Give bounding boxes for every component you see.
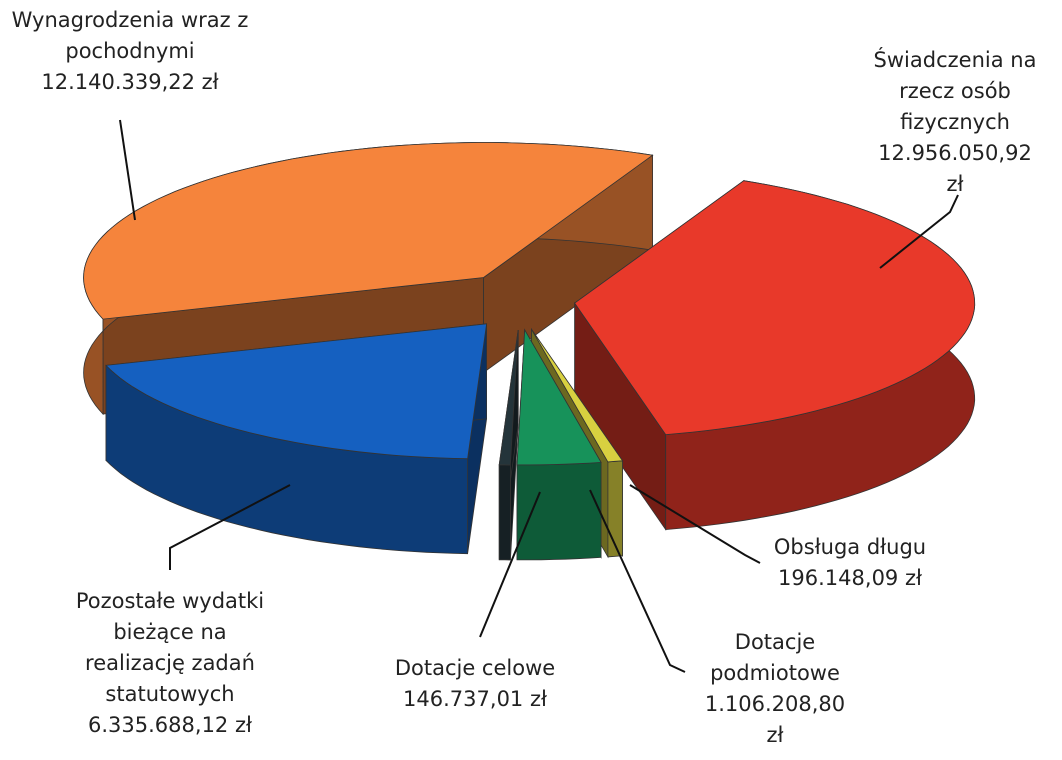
slice-name: Obsługa długu <box>773 535 927 559</box>
slice-top <box>574 180 976 436</box>
slice-value-label: 12.140.339,22 zł <box>41 70 219 94</box>
slice-name: Wynagrodzenia wraz z pochodnymi <box>11 8 249 63</box>
leader-line <box>169 484 291 570</box>
slice-wall <box>516 461 602 561</box>
slice-name: Dotacje podmiotowe <box>710 630 840 685</box>
slice-top <box>516 328 602 466</box>
slice-value-label: 196.148,09 zł <box>778 566 922 590</box>
slice-label: Obsługa długu 196.148,09 zł <box>750 532 950 594</box>
slice-top <box>531 329 624 463</box>
leader-line <box>629 484 761 564</box>
slice-value-label: 6.335.688,12 zł <box>88 713 252 737</box>
slice <box>105 323 488 555</box>
slice-wall <box>498 464 511 561</box>
leader-line <box>589 489 686 673</box>
slice-name: Świadczenia na rzecz osób fizycznych <box>873 48 1037 134</box>
slice-value-label: 1.106.208,80 zł <box>704 692 846 747</box>
slice-wall <box>607 460 623 558</box>
leader-line <box>479 491 541 638</box>
slice-top <box>83 142 654 320</box>
slice <box>498 329 519 561</box>
slice-value-label: 146.737,01 zł <box>403 687 547 711</box>
slice-name: Pozostałe wydatki bieżące na realizację … <box>75 589 265 706</box>
slice <box>516 328 602 561</box>
slice-value-label: 12.956.050,92 zł <box>878 141 1032 196</box>
leader-line <box>119 119 136 221</box>
slice-name: Dotacje celowe <box>394 656 556 680</box>
leader-line <box>879 194 959 269</box>
slice-label: Świadczenia na rzecz osób fizycznych 12.9… <box>873 45 1038 200</box>
slice-top <box>498 329 519 466</box>
slice-top <box>105 323 488 460</box>
slice-label: Pozostałe wydatki bieżące na realizację … <box>70 586 270 741</box>
slice-label: Wynagrodzenia wraz z pochodnymi 12.140.33… <box>10 5 250 98</box>
slice <box>574 179 976 531</box>
slice-label: Dotacje podmiotowe 1.106.208,80 zł <box>700 627 850 751</box>
slice-label: Dotacje celowe 146.737,01 zł <box>375 653 575 715</box>
